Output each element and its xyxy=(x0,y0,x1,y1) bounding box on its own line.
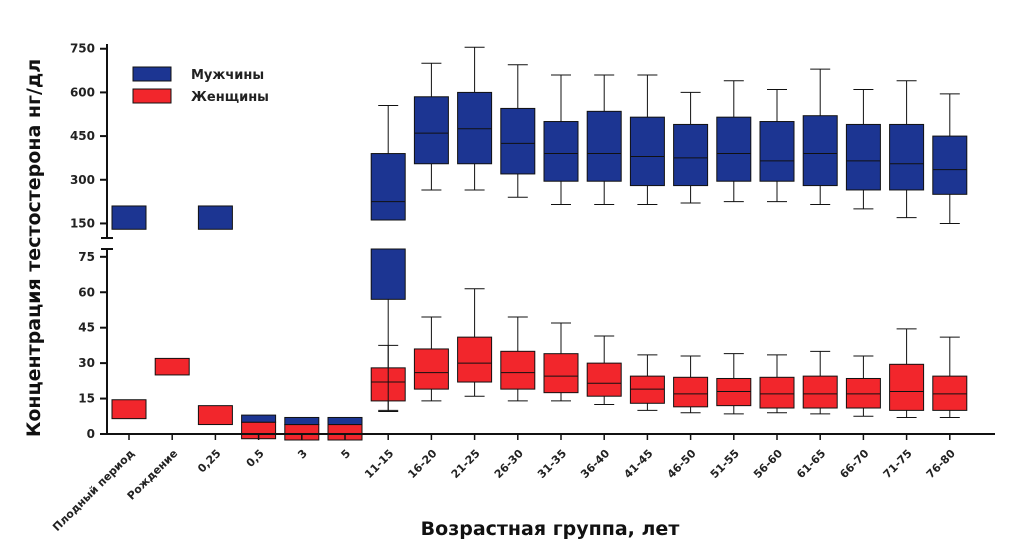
men-box xyxy=(413,96,449,165)
x-tick-label: 31-35 xyxy=(535,447,569,481)
men-box xyxy=(716,116,752,182)
women-box xyxy=(932,375,968,411)
x-tick-label: 46-50 xyxy=(665,447,699,481)
legend: Мужчины Женщины xyxy=(132,66,269,105)
y-tick-label-upper: 450 xyxy=(70,129,95,143)
men-box xyxy=(197,205,233,230)
men-box xyxy=(543,121,579,182)
y-tick-label-upper: 750 xyxy=(70,42,95,56)
y-tick-label-upper: 600 xyxy=(70,85,95,99)
x-tick-label: 16-20 xyxy=(405,447,439,481)
y-tick-label-lower: 60 xyxy=(78,285,95,299)
men-box xyxy=(500,107,536,175)
legend-swatch-women xyxy=(132,88,172,104)
women-box xyxy=(111,399,147,420)
plot-area xyxy=(107,46,995,441)
men-box xyxy=(370,153,406,221)
women-box xyxy=(759,376,795,409)
men-box xyxy=(629,116,665,187)
y-axis-ticks: 150 300 450 600 750 0 15 30 45 60 75 xyxy=(70,42,113,441)
y-tick-label-upper: 300 xyxy=(70,173,95,187)
men-box xyxy=(111,205,147,230)
y-tick-label-lower: 15 xyxy=(78,392,95,406)
women-box xyxy=(457,336,493,383)
y-tick-label-lower: 75 xyxy=(78,250,95,264)
women-box xyxy=(802,375,838,409)
women-box xyxy=(673,376,709,408)
men-box xyxy=(284,416,320,426)
x-tick-label: 56-60 xyxy=(751,447,785,481)
x-tick-label: 51-55 xyxy=(708,447,742,481)
men-box xyxy=(845,123,881,191)
x-tick-label: 66-70 xyxy=(837,447,871,481)
men-box xyxy=(889,123,925,191)
x-tick-label: 5 xyxy=(339,447,354,462)
women-box xyxy=(845,377,881,409)
legend-label-men: Мужчины xyxy=(191,68,264,83)
x-tick-label: 71-75 xyxy=(881,447,915,481)
women-box xyxy=(629,375,665,404)
women-box xyxy=(413,348,449,390)
x-tick-label: 26-30 xyxy=(492,447,526,481)
women-box xyxy=(586,362,622,397)
x-tick-label: Плодный период xyxy=(50,447,137,534)
x-tick-label: 36-40 xyxy=(578,447,612,481)
women-box xyxy=(543,353,579,394)
y-tick-label-lower: 0 xyxy=(87,427,95,441)
men-box xyxy=(759,121,795,182)
men-box xyxy=(457,91,493,165)
women-box xyxy=(716,377,752,407)
y-tick-label-lower: 30 xyxy=(78,356,95,370)
men-box xyxy=(370,248,406,300)
men-box xyxy=(802,115,838,187)
women-box xyxy=(500,350,536,390)
x-tick-label: 21-25 xyxy=(449,447,483,481)
women-box xyxy=(197,405,233,426)
y-tick-label-upper: 150 xyxy=(70,216,95,230)
y-tick-label-lower: 45 xyxy=(78,321,95,335)
men-box xyxy=(241,414,277,423)
x-tick-label: 76-80 xyxy=(924,447,958,481)
x-tick-label: 41-45 xyxy=(621,447,655,481)
men-box xyxy=(327,416,363,426)
men-box xyxy=(673,123,709,187)
women-box xyxy=(889,363,925,411)
x-tick-label: 0,5 xyxy=(244,447,267,470)
women-box xyxy=(154,357,190,376)
x-axis-title: Возрастная группа, лет xyxy=(421,518,680,540)
x-tick-label: 3 xyxy=(295,447,310,462)
x-tick-label: 0,25 xyxy=(195,447,223,475)
legend-swatch-men xyxy=(132,66,172,82)
men-box xyxy=(586,110,622,182)
men-box xyxy=(932,135,968,195)
x-tick-label: 11-15 xyxy=(362,447,396,481)
y-axis-title: Концентрация тестостерона нг/дл xyxy=(23,59,45,437)
x-tick-label: 61-65 xyxy=(794,447,828,481)
legend-label-women: Женщины xyxy=(191,90,269,105)
